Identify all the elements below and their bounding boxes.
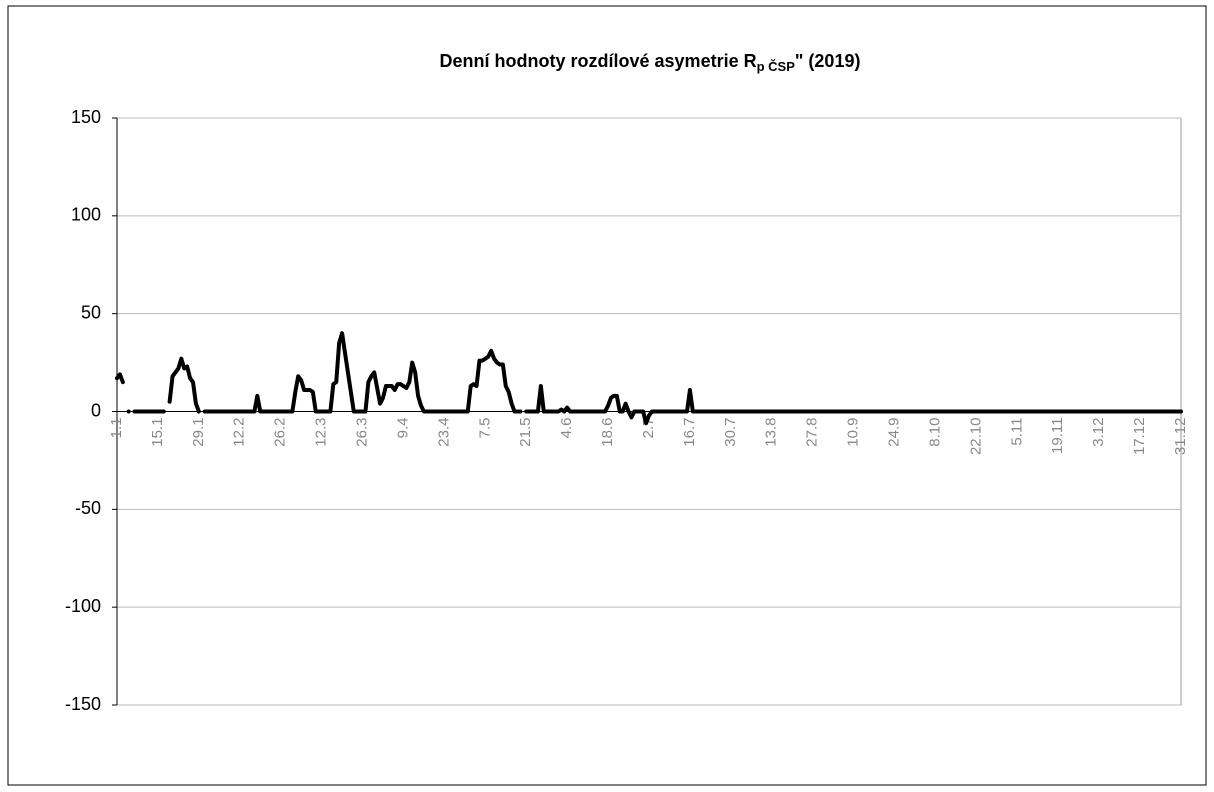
x-tick-label: 12.2	[231, 418, 248, 447]
x-tick-label: 16.7	[681, 418, 698, 447]
x-tick-label: 12.3	[313, 418, 330, 447]
x-tick-label: 22.10	[967, 418, 984, 456]
x-tick-label: 31.12	[1172, 418, 1189, 456]
title-main: Denní hodnoty rozdílové asymetrie R	[440, 51, 757, 71]
x-tick-label: 1.1	[108, 418, 125, 439]
y-tick-label: 50	[81, 302, 101, 322]
title-subscript: p ČSP	[757, 59, 796, 74]
y-tick-label: -150	[65, 694, 101, 714]
x-tick-label: 29.1	[190, 418, 207, 447]
x-tick-label: 4.6	[558, 418, 575, 439]
x-tick-label: 21.5	[517, 418, 534, 447]
title-suffix: " (2019)	[795, 51, 861, 71]
y-tick-label: -50	[75, 498, 101, 518]
x-tick-label: 24.9	[886, 418, 903, 447]
x-tick-label: 26.3	[354, 418, 371, 447]
x-tick-label: 3.12	[1090, 418, 1107, 447]
x-tick-label: 7.5	[476, 418, 493, 439]
x-tick-label: 26.2	[272, 418, 289, 447]
x-tick-label: 30.7	[722, 418, 739, 447]
data-line	[115, 331, 1183, 426]
x-tick-label: 10.9	[845, 418, 862, 447]
x-tick-label: 23.4	[435, 418, 452, 447]
x-tick-label: 19.11	[1049, 418, 1066, 454]
x-tick-label: 9.4	[394, 418, 411, 439]
x-tick-label: 18.6	[599, 418, 616, 447]
y-tick-label: -100	[65, 596, 101, 616]
chart-border	[7, 5, 1207, 786]
y-tick-label: 0	[91, 400, 101, 420]
chart-title: Denní hodnoty rozdílové asymetrie Rp ČSP…	[440, 51, 861, 75]
x-tick-label: 13.8	[763, 418, 780, 447]
x-tick-label: 15.1	[149, 418, 166, 447]
y-tick-label: 150	[71, 107, 101, 127]
x-tick-label: 5.11	[1008, 417, 1025, 445]
y-tick-label: 100	[71, 205, 101, 225]
x-tick-label: 8.10	[926, 418, 943, 447]
x-tick-label: 17.12	[1131, 418, 1148, 456]
x-tick-label: 27.8	[804, 418, 821, 447]
